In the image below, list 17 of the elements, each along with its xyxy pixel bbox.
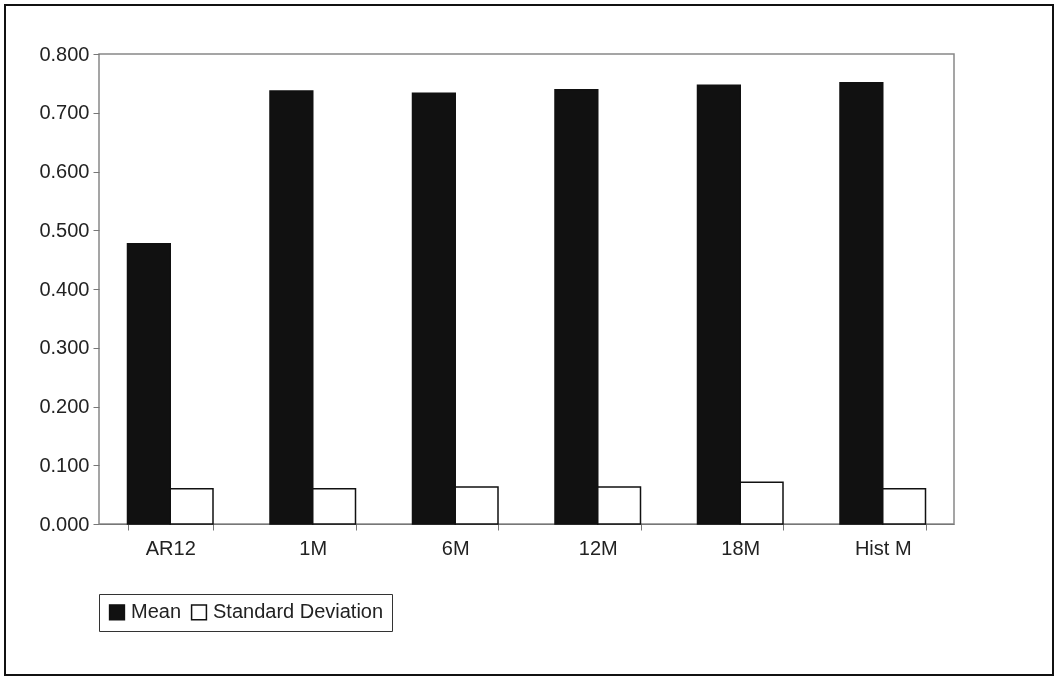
legend-label: Mean xyxy=(131,600,182,623)
y-tick-label: 0.800 xyxy=(39,42,90,65)
x-tick-label: 18M xyxy=(721,536,761,559)
y-tick-label: 0.500 xyxy=(39,218,90,241)
y-tick-label: 0.600 xyxy=(39,160,90,182)
x-tick-label: AR12 xyxy=(145,536,196,559)
y-tick-label: 0.300 xyxy=(39,336,90,359)
x-tick-label: Hist M xyxy=(854,536,912,559)
y-tick-label: 0.200 xyxy=(39,395,90,417)
x-tick-label: 12M xyxy=(578,536,618,559)
legend-label: Standard Deviation xyxy=(213,600,384,623)
x-tick-label: 6M xyxy=(441,536,470,559)
y-tick-label: 0.000 xyxy=(39,512,90,535)
x-tick-label: 1M xyxy=(299,536,328,559)
y-tick-label: 0.700 xyxy=(39,101,90,124)
y-tick-label: 0.400 xyxy=(39,277,90,300)
y-tick-label: 0.100 xyxy=(39,453,90,476)
